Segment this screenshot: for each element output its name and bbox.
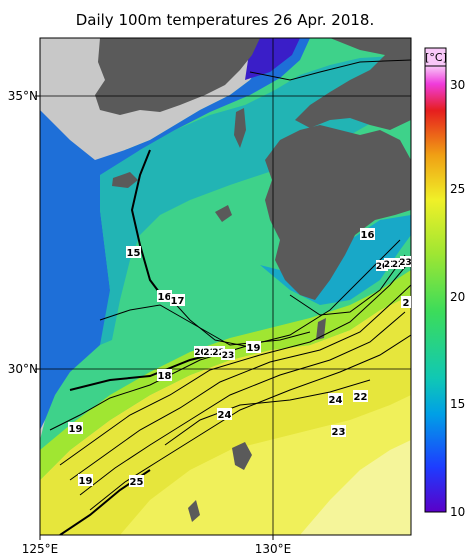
svg-text:23: 23 [332, 427, 346, 438]
colorbar-ramp [424, 65, 447, 513]
contour-north [249, 59, 411, 81]
japan-kyushu [265, 125, 411, 300]
contour-label: 19 [246, 341, 261, 354]
contour-label: 23 [399, 256, 412, 268]
svg-text:18: 18 [158, 371, 172, 382]
contour-label: 16 [157, 290, 172, 303]
lon-label-125: 125°E [22, 542, 59, 556]
amami-island [232, 442, 252, 470]
no-data-region [40, 38, 270, 440]
grid [40, 38, 411, 535]
svg-text:17: 17 [171, 296, 185, 307]
svg-text:24: 24 [218, 410, 232, 421]
contour-label: 16 [360, 228, 375, 241]
lon-label-130: 130°E [255, 542, 292, 556]
contour-label: 22 [353, 390, 368, 403]
teal-band [100, 55, 411, 345]
contour-label: 22 [392, 258, 405, 270]
contour-coastal [289, 254, 406, 316]
map-frame [39, 37, 412, 536]
colorbar: [°C] 30 25 20 15 10 [424, 47, 465, 519]
colorbar-tick-25: 25 [450, 182, 465, 196]
map-title: Daily 100m temperatures 26 Apr. 2018. [76, 11, 375, 29]
svg-text:21: 21 [203, 348, 216, 358]
contour-labels: 15 16 17 16 20 21 22 23 19 20 21 22 23 1… [68, 228, 412, 488]
colorbar-unit: [°C] [425, 51, 447, 64]
contour-label: 23 [331, 425, 346, 438]
svg-text:22: 22 [354, 392, 368, 403]
contour-label: 21 [384, 258, 397, 270]
colorbar-tick-20: 20 [450, 290, 465, 304]
colorbar-ticks: 30 25 20 15 10 [450, 78, 465, 519]
svg-text:19: 19 [247, 343, 261, 354]
okinawa [188, 500, 200, 522]
contour-label: 23 [221, 349, 235, 361]
contour-label: 18 [157, 369, 172, 382]
svg-text:25: 25 [130, 477, 144, 488]
tsushima-island [234, 108, 246, 148]
svg-text:16: 16 [361, 230, 375, 241]
contour-16 [99, 304, 311, 346]
axis-ticks [35, 95, 274, 540]
colorbar-tick-10: 10 [450, 505, 465, 519]
svg-text:2: 2 [403, 298, 410, 309]
svg-text:19: 19 [79, 476, 93, 487]
contour-label: 15 [126, 246, 141, 259]
map-area [40, 38, 411, 535]
lat-label-35: 35°N [8, 89, 38, 103]
contour-label: 17 [170, 294, 185, 307]
svg-text:16: 16 [158, 292, 172, 303]
contour-label: 2 [401, 296, 411, 309]
svg-text:20: 20 [376, 262, 389, 272]
svg-text:19: 19 [69, 424, 83, 435]
jeju-island [112, 172, 138, 188]
kuroshio-core [300, 440, 411, 535]
contour-label: 22 [212, 346, 225, 358]
contour-label: 21 [203, 346, 216, 358]
lat-label-30: 30°N [8, 362, 38, 376]
svg-text:22: 22 [212, 348, 225, 358]
contour-label: 19 [78, 474, 93, 487]
svg-text:24: 24 [329, 395, 343, 406]
svg-text:23: 23 [399, 258, 412, 268]
contour-23 [89, 334, 411, 511]
contour-label: 25 [129, 475, 144, 488]
contour-24 [164, 379, 371, 446]
contour-label: 24 [328, 393, 343, 406]
contour-label: 20 [194, 346, 207, 358]
contour-22 [79, 311, 406, 496]
axis-labels: 35°N 30°N 125°E 130°E [8, 89, 292, 556]
colorbar-top-cap [424, 47, 447, 67]
svg-text:22: 22 [392, 260, 405, 270]
colorbar-tick-15: 15 [450, 397, 465, 411]
contour-21 [69, 284, 411, 481]
contour-20 [59, 259, 411, 466]
svg-text:21: 21 [384, 260, 397, 270]
contour-label: 20 [376, 260, 389, 272]
colorbar-tick-30: 30 [450, 78, 465, 92]
svg-text:15: 15 [127, 248, 141, 259]
contour-15 [130, 149, 166, 301]
contour-label: 24 [217, 408, 232, 421]
contour-17 [169, 297, 256, 349]
svg-text:20: 20 [194, 348, 207, 358]
goto-islands [215, 205, 232, 222]
svg-text:23: 23 [222, 351, 235, 361]
contour-label: 19 [68, 422, 83, 435]
tanegashima [316, 318, 326, 340]
